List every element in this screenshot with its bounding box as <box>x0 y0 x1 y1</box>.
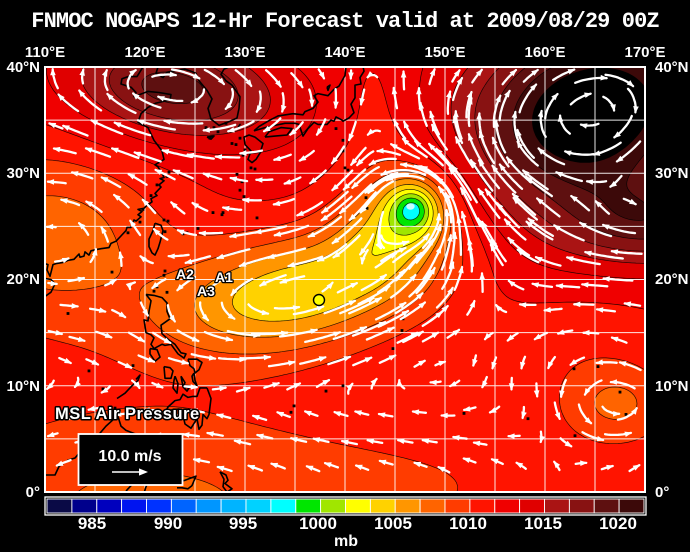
svg-text:20°N: 20°N <box>655 271 689 288</box>
svg-text:mb: mb <box>334 533 358 550</box>
svg-text:995: 995 <box>229 514 257 533</box>
svg-text:110°E: 110°E <box>25 44 65 61</box>
svg-text:0°: 0° <box>26 484 40 501</box>
svg-text:30°N: 30°N <box>655 165 689 182</box>
svg-text:A1: A1 <box>215 269 233 285</box>
svg-text:150°E: 150°E <box>424 44 465 61</box>
svg-text:130°E: 130°E <box>224 44 265 61</box>
svg-text:A3: A3 <box>197 283 215 299</box>
svg-text:1020: 1020 <box>599 514 637 533</box>
svg-text:40°N: 40°N <box>655 59 689 76</box>
svg-text:MSL Air Pressure: MSL Air Pressure <box>55 405 200 423</box>
svg-text:140°E: 140°E <box>324 44 365 61</box>
svg-text:1005: 1005 <box>374 514 412 533</box>
svg-text:990: 990 <box>154 514 182 533</box>
svg-text:1000: 1000 <box>299 514 337 533</box>
svg-text:1010: 1010 <box>449 514 487 533</box>
svg-text:10°N: 10°N <box>6 378 40 395</box>
svg-text:1015: 1015 <box>524 514 562 533</box>
svg-text:0°: 0° <box>655 484 669 501</box>
svg-text:A2: A2 <box>176 266 194 282</box>
svg-text:10°N: 10°N <box>655 378 689 395</box>
svg-text:40°N: 40°N <box>6 59 40 76</box>
svg-text:120°E: 120°E <box>124 44 165 61</box>
svg-text:170°E: 170°E <box>624 44 665 61</box>
svg-text:10.0 m/s: 10.0 m/s <box>98 448 161 465</box>
svg-text:30°N: 30°N <box>6 165 40 182</box>
svg-text:160°E: 160°E <box>524 44 565 61</box>
svg-text:20°N: 20°N <box>6 271 40 288</box>
svg-text:FNMOC NOGAPS 12-Hr Forecast va: FNMOC NOGAPS 12-Hr Forecast valid at 200… <box>31 9 659 34</box>
svg-text:985: 985 <box>78 514 106 533</box>
